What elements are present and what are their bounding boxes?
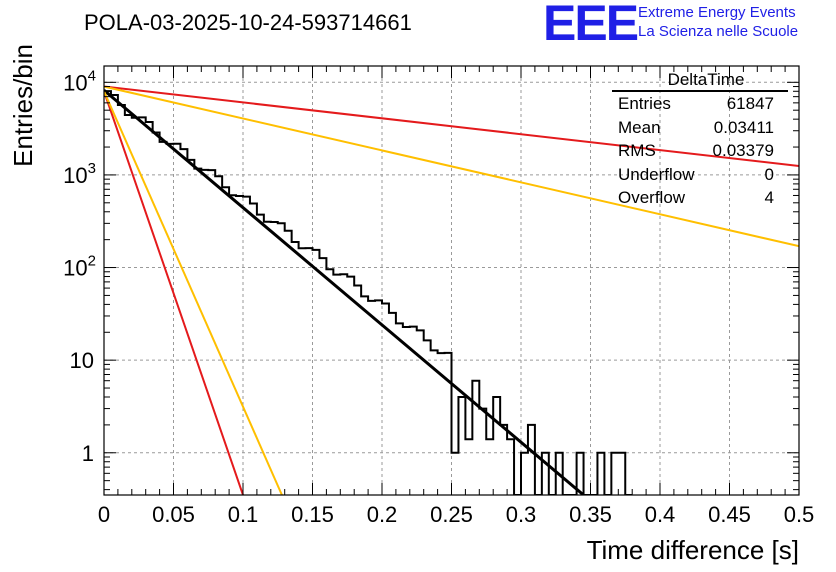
x-tick-label: 0 bbox=[98, 502, 110, 527]
series-line-orange-steep bbox=[104, 90, 283, 495]
stats-label: Underflow bbox=[618, 164, 695, 184]
eee-logo: EEE bbox=[543, 0, 639, 51]
x-tick-label: 0.3 bbox=[506, 502, 537, 527]
y-tick-label: 103 bbox=[63, 160, 96, 188]
y-tick-label: 104 bbox=[63, 67, 96, 95]
stats-value: 0.03379 bbox=[712, 141, 774, 160]
x-tick-label: 0.45 bbox=[708, 502, 751, 527]
series-line-red-shallow bbox=[104, 85, 799, 167]
x-tick-label: 0.35 bbox=[569, 502, 612, 527]
stats-row: Entries 61847 bbox=[612, 92, 780, 116]
stats-label: Entries bbox=[618, 94, 671, 113]
stats-value: 0 bbox=[764, 164, 774, 184]
stats-row: Underflow 0 bbox=[612, 163, 780, 187]
y-tick-label: 102 bbox=[63, 253, 96, 281]
series-line-fit bbox=[104, 89, 585, 495]
stats-row: Overflow 4 bbox=[612, 186, 780, 210]
x-tick-label: 0.25 bbox=[430, 502, 473, 527]
y-axis-label: Entries/bin bbox=[8, 44, 38, 167]
x-tick-label: 0.15 bbox=[291, 502, 334, 527]
stats-row: RMS 0.03379 bbox=[612, 139, 780, 163]
logo-caption-line1: Extreme Energy Events bbox=[638, 4, 796, 21]
logo-caption: Extreme Energy Events La Scienza nelle S… bbox=[638, 3, 798, 41]
stats-value: 61847 bbox=[726, 94, 774, 113]
stats-label: Mean bbox=[618, 117, 661, 137]
x-tick-label: 0.1 bbox=[228, 502, 259, 527]
stats-box-title: DeltaTime bbox=[612, 70, 788, 92]
histogram bbox=[104, 90, 633, 495]
series-line-orange-shallow bbox=[104, 85, 799, 248]
y-tick-label: 10 bbox=[70, 348, 94, 373]
y-tick-label: 1 bbox=[82, 441, 94, 466]
series-line-red-steep bbox=[104, 90, 244, 495]
stats-label: Overflow bbox=[618, 188, 686, 207]
x-axis-label: Time difference [s] bbox=[587, 535, 799, 565]
stats-value: 0.03411 bbox=[713, 117, 774, 137]
logo-caption-line2: La Scienza nelle Scuole bbox=[638, 23, 799, 40]
stats-row: Mean 0.03411 bbox=[612, 116, 780, 140]
x-tick-label: 0.05 bbox=[152, 502, 195, 527]
x-tick-label: 0.5 bbox=[784, 502, 815, 527]
stats-label: RMS bbox=[618, 141, 656, 160]
stats-value: 4 bbox=[764, 188, 774, 207]
x-tick-label: 0.2 bbox=[367, 502, 398, 527]
chart-title: POLA-03-2025-10-24-593714661 bbox=[84, 10, 412, 35]
stats-box: DeltaTime Entries 61847 Mean 0.03411 RMS… bbox=[612, 70, 788, 210]
x-tick-label: 0.4 bbox=[645, 502, 676, 527]
